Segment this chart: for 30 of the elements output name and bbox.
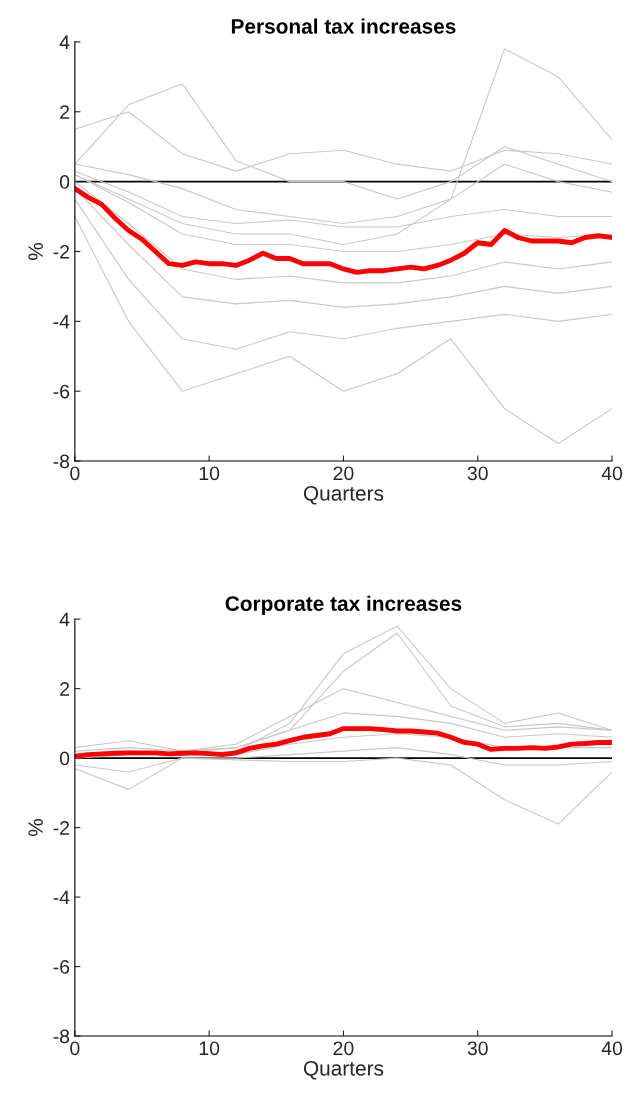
x-tick-label: 40: [601, 466, 623, 481]
y-tick-label: 0: [59, 175, 70, 189]
x-tick-label: 40: [601, 1041, 623, 1056]
y-tick-label: -6: [53, 384, 70, 399]
y-tick-label: -4: [53, 315, 70, 329]
chart-title: Personal tax increases: [231, 18, 456, 34]
x-tick-label: 0: [70, 466, 80, 481]
x-tick-label: 20: [333, 1041, 354, 1056]
y-axis-title: %: [28, 819, 43, 837]
x-tick-label: 30: [467, 466, 488, 481]
y-tick-label: 2: [60, 105, 70, 119]
y-tick-label: -8: [53, 454, 70, 469]
y-tick-label: -2: [53, 821, 70, 835]
x-tick-label: 30: [467, 1041, 488, 1056]
x-axis-title: Quarters: [303, 485, 384, 505]
x-tick-label: 10: [199, 1041, 220, 1056]
y-tick-label: -4: [53, 890, 70, 905]
y-axis-title: %: [28, 242, 43, 260]
x-tick-label: 0: [70, 1041, 80, 1056]
chart-title: Corporate tax increases: [225, 595, 462, 616]
x-axis-title: Quarters: [303, 1060, 384, 1080]
x-tick-label: 10: [199, 466, 220, 481]
y-tick-label: 2: [60, 682, 70, 696]
y-tick-label: -8: [53, 1029, 70, 1044]
y-tick-label: 4: [59, 35, 70, 49]
y-tick-label: 4: [59, 612, 70, 627]
y-tick-label: -2: [53, 244, 70, 259]
x-tick-label: 20: [333, 466, 354, 481]
y-tick-label: 0: [59, 751, 70, 766]
y-tick-label: -6: [53, 960, 70, 974]
